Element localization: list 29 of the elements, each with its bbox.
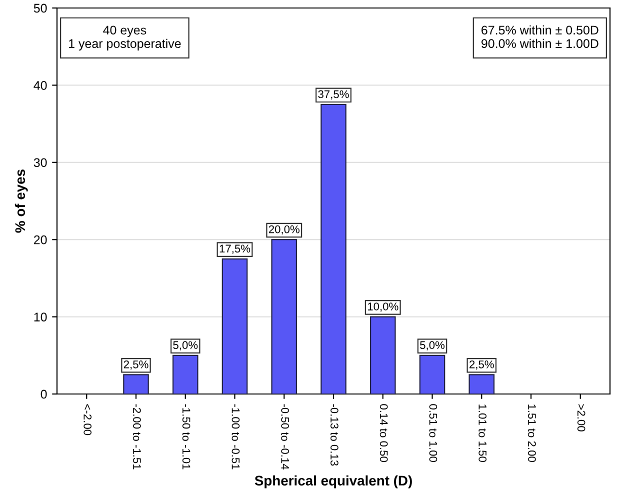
x-tick-label: -0.50 to -0.14 xyxy=(281,404,290,470)
y-tick-label: 20 xyxy=(34,235,47,244)
x-tick-label: -2.00 to -1.51 xyxy=(133,404,141,470)
y-axis-title: % of eyes xyxy=(14,170,28,233)
x-tick-label: 0.51 to 1.00 xyxy=(429,404,438,462)
data-label: 10,0% xyxy=(368,302,398,312)
y-tick-label: 0 xyxy=(40,390,47,399)
x-tick-label: 1.01 to 1.50 xyxy=(478,404,487,462)
x-tick-label: 0.14 to 0.50 xyxy=(380,404,388,462)
x-tick-label: -1.00 to -0.51 xyxy=(232,404,240,470)
annotation: 40 eyes 1 year postoperative xyxy=(69,26,181,50)
y-tick-label: 30 xyxy=(34,158,47,168)
x-tick-label: >2.00 xyxy=(577,404,586,432)
data-label: 5,0% xyxy=(173,341,198,350)
data-label: 20,0% xyxy=(268,225,300,235)
data-label: 5,0% xyxy=(420,341,445,350)
x-tick-label: -1.50 to -1.01 xyxy=(182,404,190,470)
x-axis-title: Spherical equivalent (D) xyxy=(254,475,412,488)
data-label: 2,5% xyxy=(124,360,148,370)
data-label: 2,5% xyxy=(470,360,494,370)
x-tick-label: 1.51 to 2.00 xyxy=(528,404,536,462)
x-tick-label: -0.13 to 0.13 xyxy=(330,404,338,466)
data-label: 37,5% xyxy=(318,90,349,100)
annotation: 67.5% within ± 0.50D 90.0% within ± 1.00D xyxy=(481,25,598,48)
x-tick-label: <-2.00 xyxy=(84,404,92,436)
y-tick-label: 50 xyxy=(34,4,47,13)
data-label: 17,5% xyxy=(220,244,250,254)
y-tick-label: 40 xyxy=(34,81,47,90)
y-tick-label: 10 xyxy=(34,312,47,322)
